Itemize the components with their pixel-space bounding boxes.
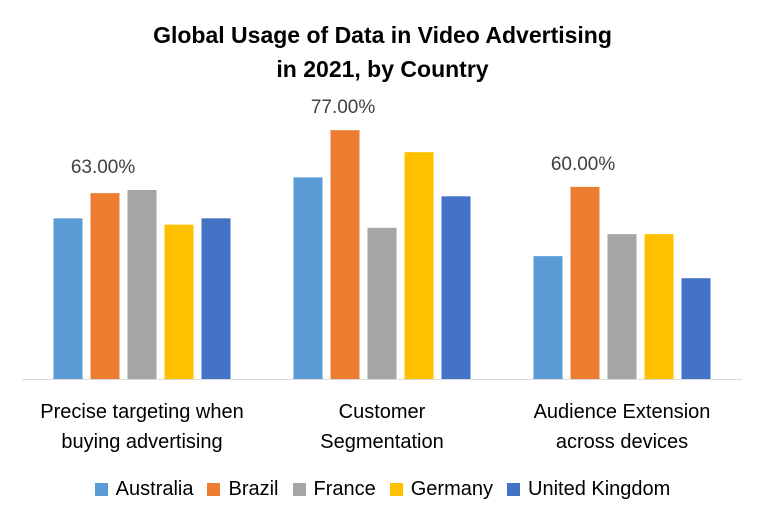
bar-australia-cat-0 bbox=[53, 218, 83, 379]
bar-brazil-cat-1 bbox=[330, 130, 360, 379]
legend-item-brazil: Brazil bbox=[207, 478, 279, 501]
bar-united-kingdom-cat-0 bbox=[201, 218, 231, 379]
chart-legend: Australia Brazil France Germany United Kingd… bbox=[0, 478, 765, 501]
bar-australia-cat-1 bbox=[293, 177, 323, 379]
chart-title-line-1: Global Usage of Data in Video Advertisin… bbox=[153, 22, 612, 48]
bar-united-kingdom-cat-2 bbox=[681, 278, 711, 379]
legend-label: United Kingdom bbox=[528, 478, 671, 500]
chart-title-line-2: in 2021, by Country bbox=[276, 56, 489, 82]
bar-germany-cat-2 bbox=[644, 234, 674, 379]
bar-germany-cat-1 bbox=[404, 152, 434, 379]
bar-france-cat-1 bbox=[367, 227, 397, 379]
bar-brazil-cat-0 bbox=[90, 193, 120, 379]
legend-swatch bbox=[94, 483, 108, 496]
bar-united-kingdom-cat-1 bbox=[441, 196, 471, 379]
legend-item-france: France bbox=[292, 478, 376, 501]
legend-item-germany: Germany bbox=[389, 478, 493, 501]
bar-brazil-cat-2 bbox=[570, 186, 600, 379]
bar-australia-cat-2 bbox=[533, 256, 563, 379]
bar-france-cat-2 bbox=[607, 234, 637, 379]
category-label-2-line-1: across devices bbox=[556, 431, 688, 453]
legend-label: Germany bbox=[410, 478, 493, 500]
legend-label: Brazil bbox=[228, 478, 279, 500]
category-label-1-line-1: Segmentation bbox=[320, 431, 443, 453]
legend-label: France bbox=[313, 478, 376, 500]
legend-swatch bbox=[507, 483, 520, 496]
legend-item-united-kingdom: United Kingdom bbox=[507, 478, 670, 501]
legend-swatch bbox=[389, 483, 403, 496]
data-label-0: 63.00% bbox=[71, 157, 136, 178]
category-label-2-line-0: Audience Extension bbox=[534, 401, 711, 423]
legend-swatch bbox=[207, 483, 221, 496]
data-label-2: 60.00% bbox=[551, 154, 616, 175]
legend-label: Australia bbox=[115, 478, 194, 500]
chart-title: Global Usage of Data in Video Advertisin… bbox=[0, 18, 765, 86]
bar-germany-cat-0 bbox=[164, 224, 194, 379]
data-label-1: 77.00% bbox=[311, 97, 376, 118]
legend-swatch bbox=[292, 483, 306, 496]
category-label-0-line-1: buying advertising bbox=[61, 431, 222, 453]
category-label-0-line-0: Precise targeting when bbox=[40, 401, 243, 423]
legend-item-australia: Australia bbox=[94, 478, 194, 501]
bar-france-cat-0 bbox=[127, 190, 157, 379]
category-label-1-line-0: Customer bbox=[339, 401, 426, 423]
